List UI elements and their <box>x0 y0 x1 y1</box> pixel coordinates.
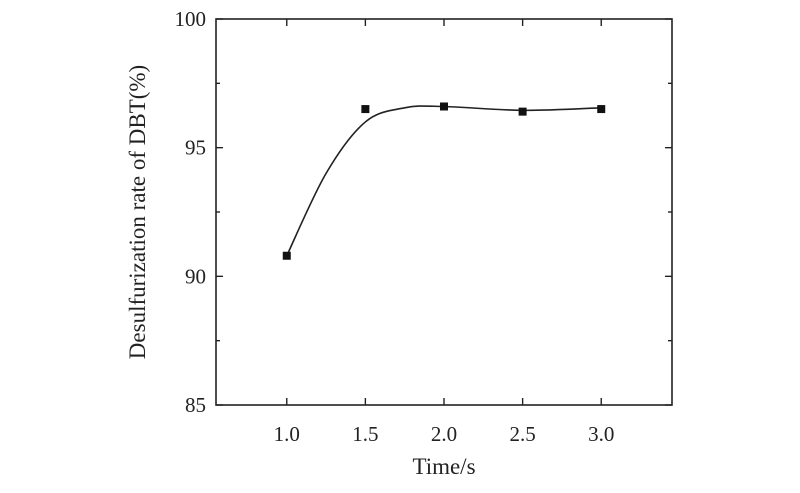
data-point-marker <box>440 102 448 111</box>
fit-curve <box>286 105 602 257</box>
data-point-marker <box>282 251 291 260</box>
x-tick-label: 1.0 <box>274 422 300 446</box>
plot-border <box>215 18 673 406</box>
x-tick-label: 2.0 <box>431 422 457 446</box>
y-tick-label: 95 <box>185 136 206 160</box>
data-point-marker <box>597 105 606 114</box>
x-tick-labels: 1.0 1.5 2.0 2.5 3.0 <box>274 422 615 446</box>
data-point-marker <box>518 107 527 116</box>
y-axis-title: Desulfurization rate of DBT(%) <box>125 65 150 359</box>
y-tick-label: 85 <box>185 393 206 417</box>
y-tick-label: 90 <box>185 264 206 288</box>
x-tick-label: 2.5 <box>509 422 535 446</box>
y-tick-labels: 85 90 95 100 <box>175 7 207 417</box>
x-tick-label: 3.0 <box>588 422 614 446</box>
x-axis-title: Time/s <box>412 454 475 479</box>
y-tick-label: 100 <box>175 7 207 31</box>
plot-frame <box>215 18 673 406</box>
x-tick-label: 1.5 <box>352 422 378 446</box>
data-markers <box>282 102 606 260</box>
data-point-marker <box>361 105 370 114</box>
tick-marks <box>216 18 672 406</box>
